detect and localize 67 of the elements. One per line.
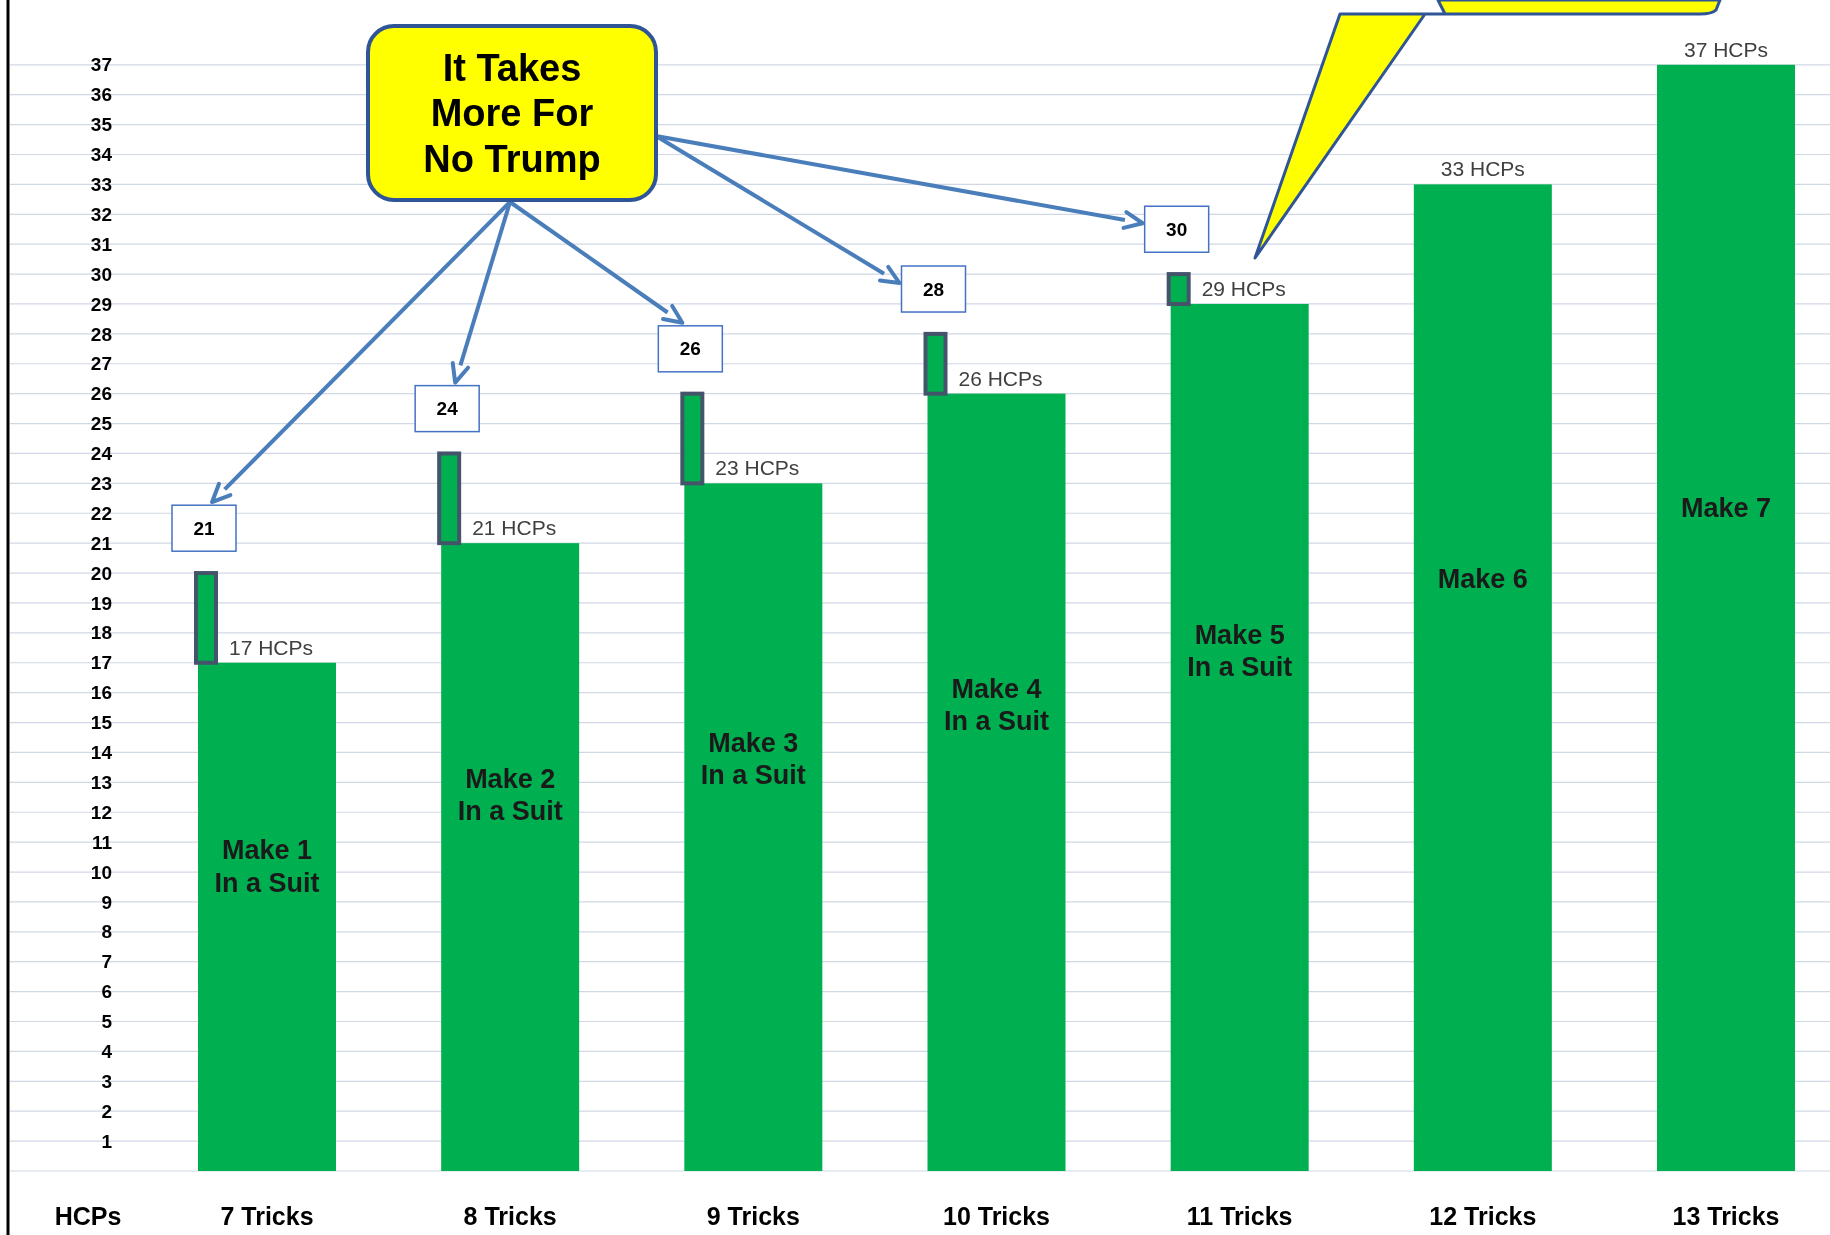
y-tick-label: 24	[90, 443, 113, 465]
y-tick-label: 26	[90, 383, 112, 405]
y-tick-label: 31	[90, 233, 113, 255]
y-tick-label: 9	[101, 891, 112, 913]
bar	[1657, 64, 1795, 1171]
annotation: Make 5 In a Suit	[1187, 620, 1293, 683]
x-tick-label: 11 Tricks	[1186, 1201, 1293, 1230]
y-tick-label: 34	[90, 144, 113, 166]
data-label: 33 HCPs	[1440, 157, 1525, 181]
y-tick-label: 5	[101, 1011, 113, 1033]
x-tick-label: 9 Tricks	[706, 1201, 800, 1230]
y-tick-label: 23	[90, 473, 112, 495]
y-tick-label: 1	[101, 1130, 113, 1152]
data-label: 17 HCPs	[228, 635, 314, 659]
y-tick-label: 33	[90, 174, 112, 196]
annotation: It Takes More For No Trump	[423, 46, 601, 180]
annotation: Make 4 In a Suit	[943, 673, 1050, 737]
y-tick-label: 35	[90, 114, 113, 136]
y-tick-label: 12	[90, 801, 112, 823]
y-tick-label: 20	[90, 562, 112, 584]
x-tick-label: 10 Tricks	[942, 1201, 1051, 1230]
y-tick-label: 13	[90, 771, 112, 793]
y-tick-label: 21	[90, 532, 113, 554]
y-tick-label: 16	[90, 682, 112, 704]
data-label: 23 HCPs	[715, 456, 800, 480]
annotation: Make 6	[1437, 564, 1528, 595]
annotation: Make 2 In a Suit	[457, 763, 563, 826]
y-tick-label: 27	[90, 353, 112, 375]
y-tick-label: 37	[90, 54, 112, 76]
y-tick-label: 8	[101, 921, 112, 943]
y-tick-label: 3	[101, 1070, 112, 1092]
y-tick-label: 30	[90, 263, 112, 285]
y-tick-label: 4	[101, 1041, 113, 1063]
x-tick-label: 13 Tricks	[1672, 1201, 1780, 1230]
data-label: 37 HCPs	[1683, 37, 1769, 61]
data-label: 29 HCPs	[1201, 276, 1286, 300]
annotation: 24	[436, 398, 459, 420]
y-tick-label: 10	[90, 861, 112, 883]
data-label: 26 HCPs	[958, 366, 1043, 390]
annotation: Make 1 In a Suit	[214, 835, 320, 898]
y-tick-label: 6	[101, 981, 112, 1003]
data-label: 21 HCPs	[472, 516, 557, 540]
y-tick-label: 25	[90, 413, 113, 435]
y-tick-label: 11	[91, 831, 113, 853]
x-tick-label: 12 Tricks	[1429, 1201, 1537, 1230]
y-tick-label: 19	[90, 592, 112, 614]
y-tick-label: 32	[90, 203, 112, 225]
y-tick-label: 7	[101, 951, 112, 973]
y-tick-label: 28	[90, 323, 112, 345]
annotation: 30	[1166, 218, 1188, 240]
annotation: Make 3 In a Suit	[700, 727, 806, 791]
text: HCPs	[54, 1201, 122, 1230]
y-tick-label: 36	[90, 84, 112, 106]
annotation: Make 7	[1680, 492, 1772, 523]
y-tick-label: 17	[90, 652, 112, 674]
bar	[1413, 184, 1552, 1171]
y-tick-label: 14	[90, 742, 113, 764]
x-tick-label: 7 Tricks	[220, 1201, 314, 1230]
x-tick-label: 8 Tricks	[463, 1201, 557, 1230]
y-tick-label: 15	[90, 712, 113, 734]
annotation: 21	[193, 517, 215, 539]
annotation: 28	[922, 278, 945, 300]
y-tick-label: 29	[90, 293, 112, 315]
y-tick-label: 22	[90, 502, 112, 524]
y-tick-label: 18	[90, 622, 112, 644]
y-tick-label: 2	[101, 1100, 112, 1122]
annotation: 26	[679, 338, 701, 360]
